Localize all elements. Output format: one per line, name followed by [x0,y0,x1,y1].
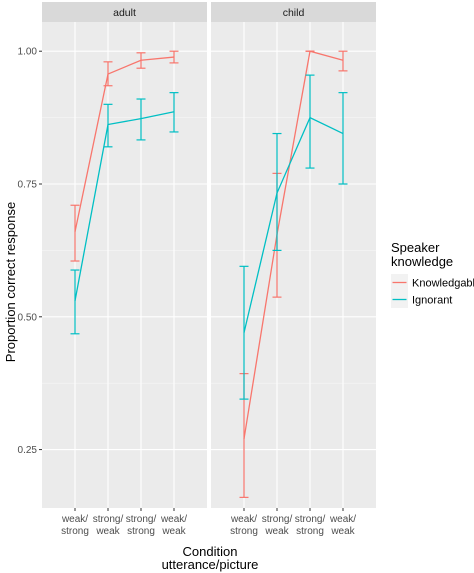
strip-label-adult: adult [113,7,136,19]
series-line [243,116,344,333]
legend-title-line1: Speaker [391,240,440,255]
y-tick-label: 0.25 [18,445,38,456]
legend-title-line2: knowledge [391,254,453,269]
y-tick-label: 1.00 [18,47,38,58]
x-axis-title-line1: Condition [183,544,238,559]
x-tick-label: weak [95,526,120,537]
y-axis: 0.25 0.50 0.75 1.00 [18,47,42,456]
x-tick-label: strong/ [262,514,293,525]
x-tick-label: strong [230,526,258,537]
x-tick-label: weak [330,526,355,537]
panel-child: child [211,2,376,508]
strip-child [211,2,376,22]
series-knowledgable-adult [70,50,179,262]
x-tick-label: strong/ [295,514,326,525]
series-ignorant-adult [70,92,179,335]
series-line [74,111,175,301]
x-tick-label: weak [264,526,289,537]
legend-label-ignorant: Ignorant [412,295,452,307]
x-tick-label: weak/ [61,514,88,525]
y-axis-title: Proportion correct response [3,202,18,362]
legend-label-knowledgable: Knowledgable [412,278,474,290]
series-line [74,56,175,232]
series-ignorant-child [239,74,348,400]
panel-background [211,22,376,508]
x-tick-label: weak/ [160,514,187,525]
series-line [243,50,344,440]
x-tick-label: strong [296,526,324,537]
x-tick-label: strong/ [126,514,157,525]
x-tick-label: weak/ [230,514,257,525]
plot-panels: adult child [42,2,376,508]
x-axis: weak/strongstrong/weakstrong/strongweak/… [61,508,356,537]
legend: Speaker knowledge Knowledgable Ignorant [391,240,474,308]
x-tick-label: weak [161,526,186,537]
strip-adult [42,2,207,22]
y-tick-label: 0.75 [18,180,38,191]
panel-background [42,22,207,508]
x-tick-label: strong/ [93,514,124,525]
panel-adult: adult [42,2,207,508]
strip-label-child: child [283,7,305,19]
x-tick-label: weak/ [329,514,356,525]
y-tick-label: 0.50 [18,312,38,323]
x-tick-label: strong [127,526,155,537]
x-tick-label: strong [61,526,89,537]
x-axis-title-line2: utterance/picture [162,557,259,572]
